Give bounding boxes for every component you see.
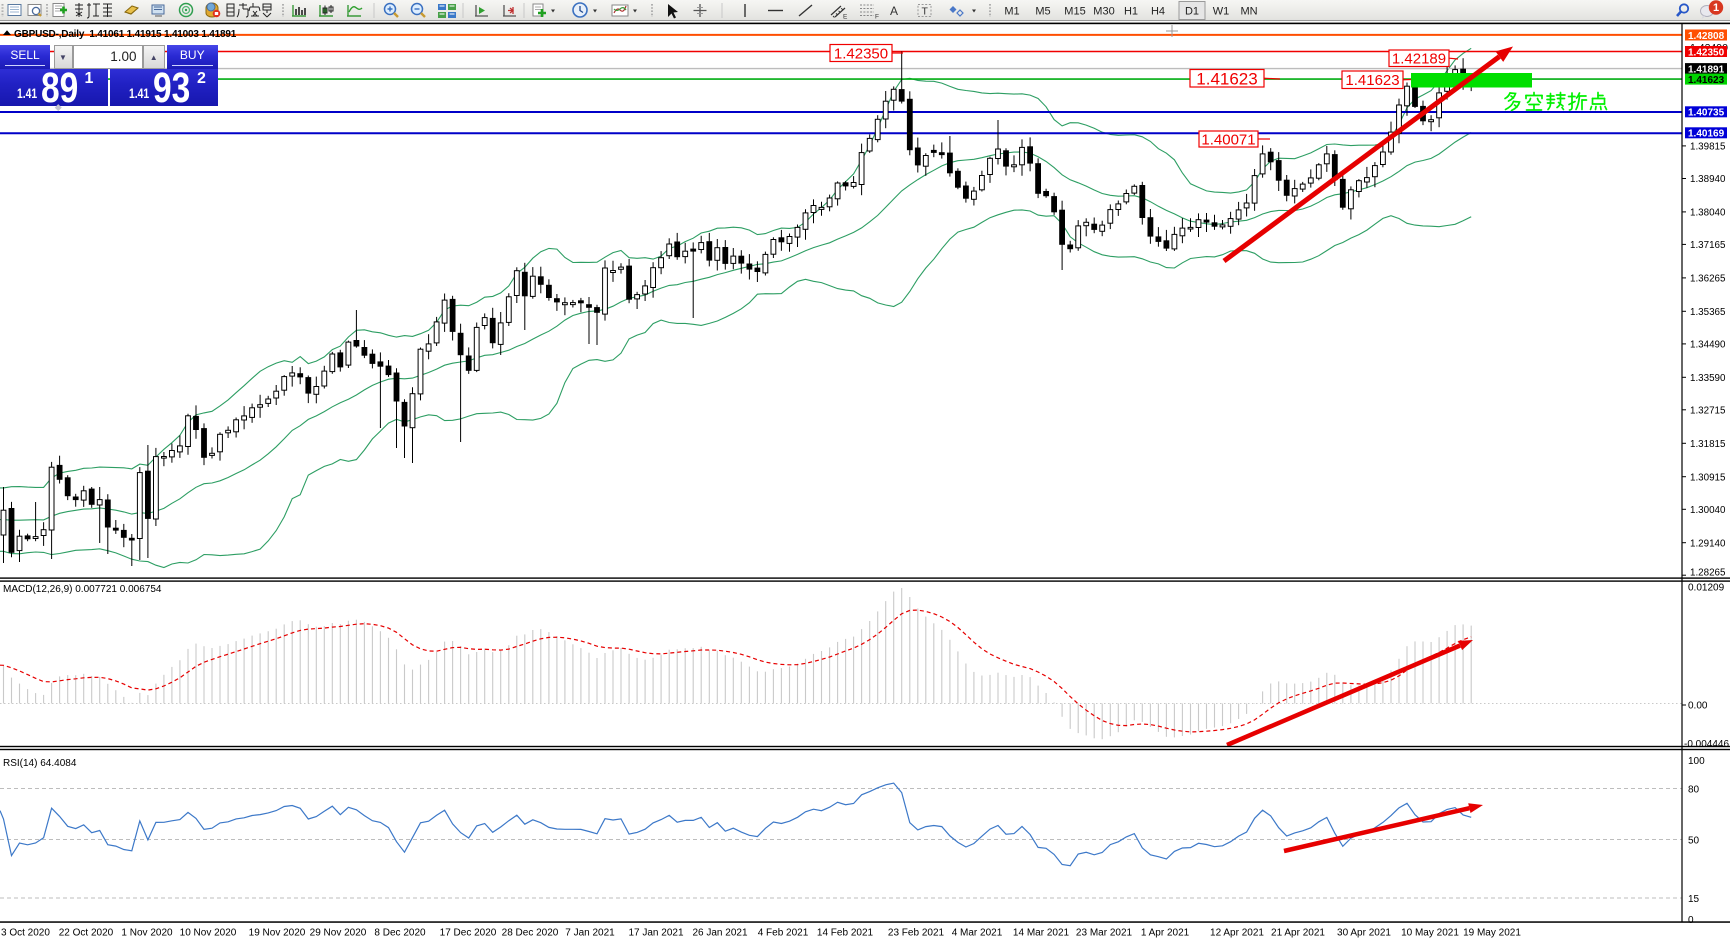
svg-text:M15: M15	[1064, 6, 1085, 18]
svg-text:14 Mar 2021: 14 Mar 2021	[1013, 928, 1070, 939]
svg-text:W1: W1	[1213, 6, 1230, 18]
svg-text:22 Oct 2020: 22 Oct 2020	[59, 928, 114, 939]
svg-text:MN: MN	[1240, 6, 1257, 18]
svg-text:12 Apr 2021: 12 Apr 2021	[1210, 928, 1264, 939]
svg-text:1.41623: 1.41623	[1196, 69, 1257, 88]
svg-text:1.33590: 1.33590	[1690, 373, 1726, 384]
svg-text:26 Jan 2021: 26 Jan 2021	[692, 928, 747, 939]
svg-text:M1: M1	[1004, 6, 1019, 18]
svg-text:30 Apr 2021: 30 Apr 2021	[1337, 928, 1391, 939]
svg-text:10 May 2021: 10 May 2021	[1401, 928, 1459, 939]
svg-text:1.42189: 1.42189	[1392, 51, 1446, 68]
svg-text:50: 50	[1688, 835, 1700, 846]
svg-text:1.39815: 1.39815	[1690, 142, 1726, 153]
svg-text:17 Dec 2020: 17 Dec 2020	[440, 928, 497, 939]
svg-text:21 Apr 2021: 21 Apr 2021	[1271, 928, 1325, 939]
svg-text:MACD(12,26,9) 0.007721 0.00675: MACD(12,26,9) 0.007721 0.006754	[3, 584, 162, 595]
svg-text:1.41891: 1.41891	[1688, 64, 1725, 75]
svg-text:14 Feb 2021: 14 Feb 2021	[817, 928, 874, 939]
svg-text:0.00: 0.00	[1688, 701, 1708, 712]
svg-text:4 Feb 2021: 4 Feb 2021	[758, 928, 809, 939]
svg-text:1: 1	[1713, 2, 1719, 14]
svg-text:23 Feb 2021: 23 Feb 2021	[888, 928, 945, 939]
svg-text:1.42350: 1.42350	[834, 45, 888, 62]
svg-text:1.40169: 1.40169	[1688, 129, 1725, 140]
svg-text:15: 15	[1688, 894, 1700, 905]
svg-text:8 Dec 2020: 8 Dec 2020	[374, 928, 426, 939]
svg-text:0: 0	[1688, 915, 1694, 926]
svg-text:A: A	[890, 4, 898, 18]
svg-text:1.29140: 1.29140	[1690, 538, 1726, 549]
svg-text:1.38040: 1.38040	[1690, 208, 1726, 219]
svg-text:E: E	[843, 14, 848, 21]
svg-text:1.41623: 1.41623	[1345, 72, 1399, 89]
svg-text:H4: H4	[1151, 6, 1165, 18]
svg-text:28 Dec 2020: 28 Dec 2020	[502, 928, 559, 939]
svg-text:10 Nov 2020: 10 Nov 2020	[180, 928, 237, 939]
svg-text:29 Nov 2020: 29 Nov 2020	[310, 928, 367, 939]
svg-text:1.28265: 1.28265	[1690, 568, 1726, 579]
svg-text:1 Nov 2020: 1 Nov 2020	[121, 928, 173, 939]
svg-text:1.36265: 1.36265	[1690, 274, 1726, 285]
svg-text:1.41623: 1.41623	[1688, 75, 1725, 86]
svg-text:17 Jan 2021: 17 Jan 2021	[628, 928, 683, 939]
svg-text:H1: H1	[1124, 6, 1138, 18]
svg-text:1.30915: 1.30915	[1690, 472, 1726, 483]
svg-text:D1: D1	[1185, 6, 1199, 18]
svg-text:1.42350: 1.42350	[1688, 47, 1725, 58]
svg-text:T: T	[922, 6, 929, 18]
svg-text:M5: M5	[1035, 6, 1050, 18]
svg-text:7 Jan 2021: 7 Jan 2021	[565, 928, 615, 939]
svg-text:1.38940: 1.38940	[1690, 174, 1726, 185]
svg-text:M30: M30	[1093, 6, 1114, 18]
svg-text:1.32715: 1.32715	[1690, 406, 1726, 417]
svg-text:80: 80	[1688, 784, 1700, 795]
svg-text:3 Oct 2020: 3 Oct 2020	[1, 928, 50, 939]
svg-text:100: 100	[1688, 756, 1705, 767]
svg-text:GBPUSD-,Daily 1.41061 1.41915: GBPUSD-,Daily 1.41061 1.41915 1.41003 1.…	[14, 29, 237, 40]
svg-text:19 May 2021: 19 May 2021	[1463, 928, 1521, 939]
svg-text:23 Mar 2021: 23 Mar 2021	[1076, 928, 1133, 939]
svg-text:1 Apr 2021: 1 Apr 2021	[1141, 928, 1190, 939]
svg-text:1.40071: 1.40071	[1201, 131, 1255, 148]
svg-text:1.40735: 1.40735	[1688, 108, 1725, 119]
svg-text:0.01209: 0.01209	[1688, 583, 1725, 594]
svg-text:1.34490: 1.34490	[1690, 340, 1726, 351]
svg-text:-0.004446: -0.004446	[1684, 739, 1729, 750]
svg-text:4 Mar 2021: 4 Mar 2021	[952, 928, 1003, 939]
svg-text:1.35365: 1.35365	[1690, 307, 1726, 318]
svg-text:1.31815: 1.31815	[1690, 439, 1726, 450]
svg-text:19 Nov 2020: 19 Nov 2020	[249, 928, 306, 939]
svg-text:F: F	[875, 14, 879, 21]
svg-text:1.30040: 1.30040	[1690, 505, 1726, 516]
svg-text:1.37165: 1.37165	[1690, 240, 1726, 251]
svg-text:1.42808: 1.42808	[1688, 31, 1725, 42]
svg-text:RSI(14) 64.4084: RSI(14) 64.4084	[3, 758, 77, 769]
